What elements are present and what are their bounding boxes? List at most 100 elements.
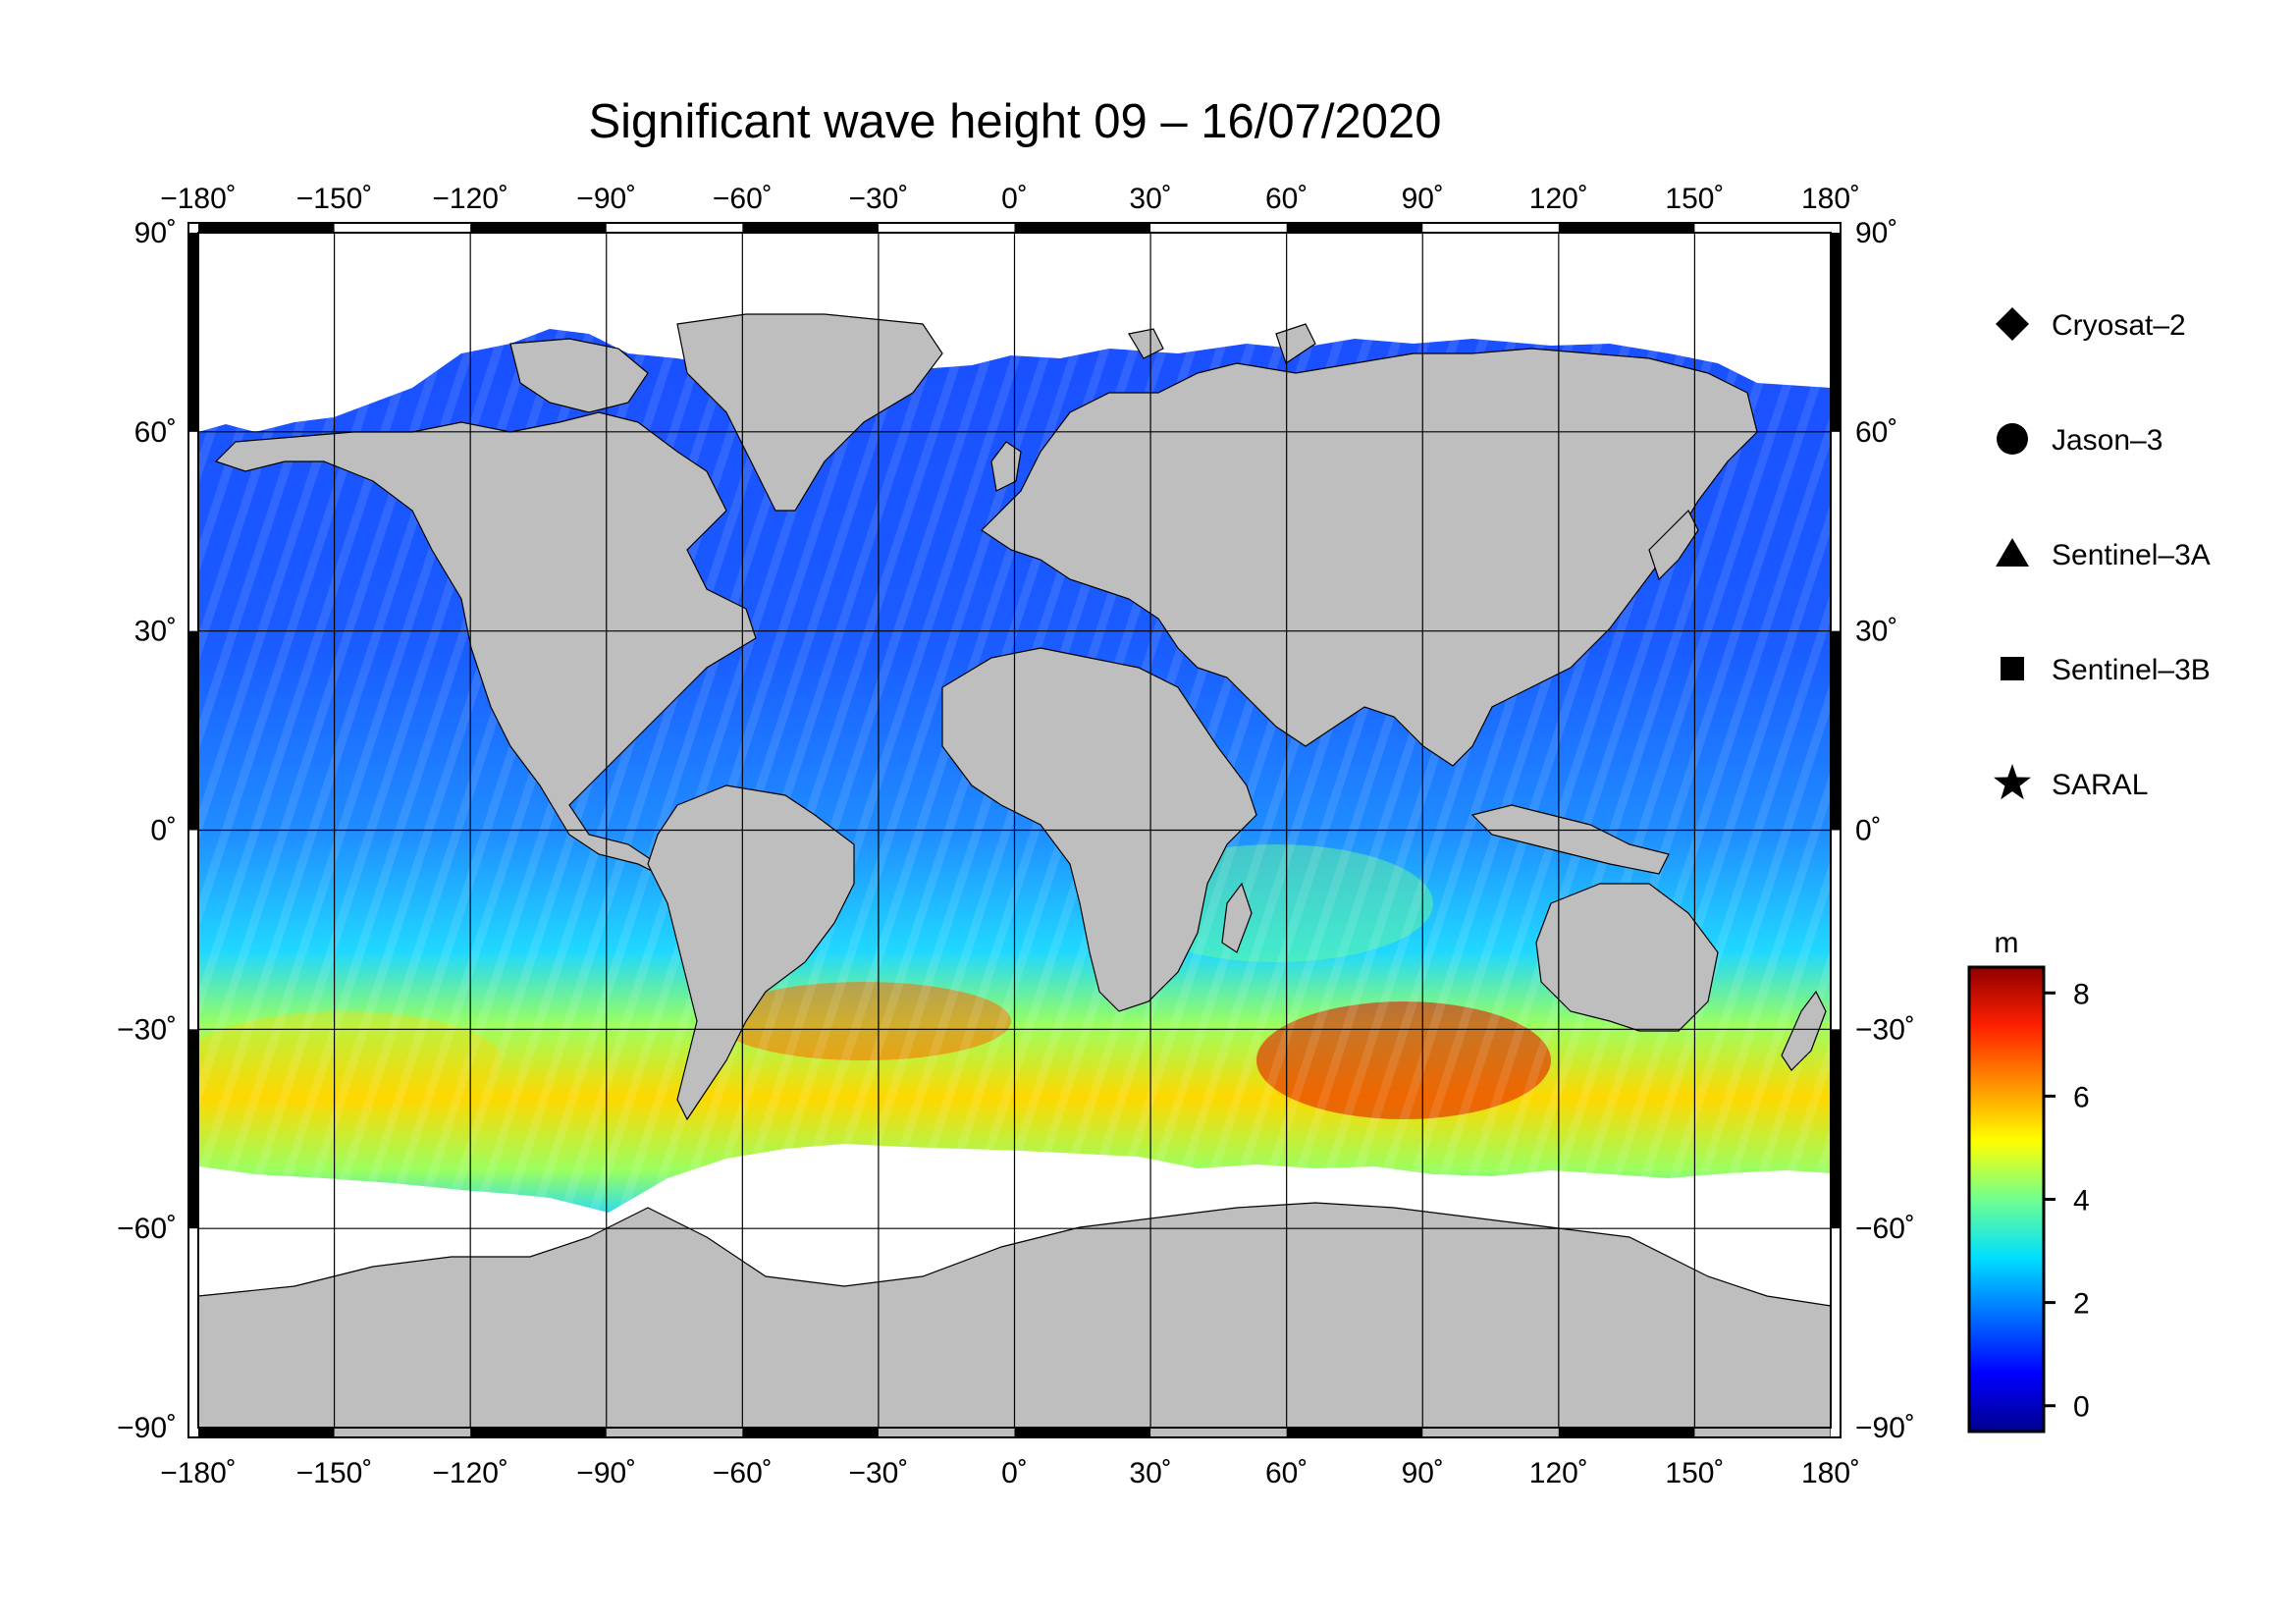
longitude-ticks-bottom: −180˚ −150˚ −120˚ −90˚ −60˚ −30˚ 0˚ 30˚ 60˚ 90˚ 12… [160,1457,1860,1489]
lon-tick-label: −150˚ [296,183,373,215]
lon-tick-label: 150˚ [1665,183,1724,215]
lat-tick-label: 0˚ [150,815,177,847]
frame-segment [1014,223,1151,233]
lon-tick-label: −60˚ [713,183,773,215]
lon-tick-label: −120˚ [432,183,508,215]
lon-tick-label: 60˚ [1265,183,1308,215]
colorbar-tick-label: 2 [2073,1288,2090,1321]
lon-tick-label: 60˚ [1265,1457,1308,1489]
frame-segment [470,223,607,233]
frame-segment [742,223,879,233]
lon-tick-label: 0˚ [1001,183,1028,215]
lon-tick-label: 90˚ [1402,1457,1444,1489]
frame-segment [742,1428,879,1437]
lat-tick-label: 90˚ [1855,217,1897,249]
lon-tick-label: 120˚ [1529,183,1588,215]
legend-label: SARAL [2052,769,2148,801]
lat-tick-label: 30˚ [1855,616,1897,648]
colorbar: m 0 2 4 6 8 [1967,927,2090,1434]
lat-tick-label: −90˚ [1855,1412,1915,1444]
lon-tick-label: 150˚ [1665,1457,1724,1489]
land-japan [1648,509,1699,581]
lon-tick-label: −30˚ [848,183,908,215]
legend-item: Sentinel–3B [2001,654,2211,686]
land-australia [1535,883,1719,1032]
legend-item: SARAL [1994,764,2148,801]
circle-icon [1997,423,2028,455]
lon-tick-label: 120˚ [1529,1457,1588,1489]
land-british-isles [990,441,1022,492]
lat-tick-label: 60˚ [1855,416,1897,449]
frame-segment [1014,1428,1151,1437]
legend-item: Cryosat–2 [1996,307,2186,342]
frame-segment [1831,630,1841,831]
longitude-ticks-top: −180˚ −150˚ −120˚ −90˚ −60˚ −30˚ 0˚ 30˚ 60˚ 90˚ 12… [160,183,1860,215]
frame-segment [188,1029,198,1229]
frame-segment [1831,233,1841,432]
frame-segment [198,223,335,233]
frame-segment [188,233,198,432]
legend-label: Cryosat–2 [2052,309,2186,342]
land-canadian-arctic [509,338,649,413]
frame-segment [188,630,198,831]
lon-tick-label: −180˚ [160,1457,237,1489]
lat-tick-label: 0˚ [1855,815,1882,847]
map-frame [187,222,1842,1438]
frame-segment [1286,1428,1423,1437]
lat-tick-label: −30˚ [1855,1013,1915,1046]
graticule [198,233,1831,1428]
land-svalbard [1128,328,1164,359]
diamond-icon [1996,307,2029,341]
lon-tick-label: −90˚ [576,1457,636,1489]
lon-tick-label: −30˚ [848,1457,908,1489]
frame-segment [1286,223,1423,233]
lat-tick-label: −60˚ [117,1213,177,1245]
land-novaya-zemlya [1275,323,1316,364]
lon-tick-label: −90˚ [576,183,636,215]
colorbar-tick-label: 6 [2073,1081,2090,1113]
lon-tick-label: 0˚ [1001,1457,1028,1489]
lon-tick-label: −120˚ [432,1457,508,1489]
land-madagascar [1221,882,1253,953]
colorbar-unit: m [1995,927,2019,959]
latitude-ticks-right: 90˚ 60˚ 30˚ 0˚ −30˚ −60˚ −90˚ [1855,217,1915,1444]
lat-tick-label: 90˚ [134,217,177,249]
land-new-zealand [1781,990,1827,1071]
lon-tick-label: −150˚ [296,1457,373,1489]
lon-tick-label: −180˚ [160,183,237,215]
lat-tick-label: −30˚ [117,1013,177,1046]
legend-item: Sentinel–3A [1996,538,2211,571]
legend-label: Sentinel–3B [2052,654,2211,686]
colorbar-tick-label: 4 [2073,1185,2090,1217]
square-icon [2001,657,2024,680]
map-area [198,223,1831,1437]
lon-tick-label: 180˚ [1801,183,1860,215]
triangle-icon [1996,538,2029,567]
legend-item: Jason–3 [1997,423,2163,457]
lon-tick-label: 180˚ [1801,1457,1860,1489]
frame-segment [1558,223,1695,233]
frame-segment [1558,1428,1695,1437]
legend-label: Jason–3 [2052,424,2163,457]
lat-tick-label: 30˚ [134,616,177,648]
lat-tick-label: 60˚ [134,416,177,449]
legend-label: Sentinel–3A [2052,539,2211,571]
frame-segment [470,1428,607,1437]
colorbar-tick-label: 0 [2073,1391,2090,1424]
colorbar-tick-label: 8 [2073,978,2090,1010]
star-icon [1994,764,2031,800]
lat-tick-label: −60˚ [1855,1213,1915,1245]
colorbar-gradient [1967,965,2046,1434]
latitude-ticks-left: 90˚ 60˚ 30˚ 0˚ −30˚ −60˚ −90˚ [117,217,177,1444]
land-eurasia [981,348,1758,767]
land-indonesia [1470,804,1670,875]
lon-tick-label: 30˚ [1129,1457,1171,1489]
frame-segment [1831,1029,1841,1229]
land-greenland [676,313,943,512]
lon-tick-label: 30˚ [1129,183,1171,215]
satellite-legend: Cryosat–2 Jason–3 Sentinel–3A Sentinel–3B SA… [1994,307,2211,801]
frame-segment [198,1428,335,1437]
lon-tick-label: 90˚ [1402,183,1444,215]
lon-tick-label: −60˚ [713,1457,773,1489]
